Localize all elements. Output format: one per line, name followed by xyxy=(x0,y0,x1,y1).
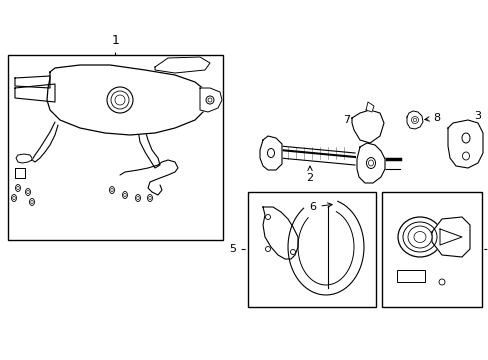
Polygon shape xyxy=(287,201,363,295)
Bar xyxy=(396,270,424,282)
Polygon shape xyxy=(439,229,461,245)
Polygon shape xyxy=(47,65,207,135)
Ellipse shape xyxy=(147,194,152,202)
Ellipse shape xyxy=(411,117,418,123)
Ellipse shape xyxy=(25,189,30,195)
Ellipse shape xyxy=(29,198,35,206)
Bar xyxy=(381,192,481,307)
Text: 3: 3 xyxy=(468,111,481,130)
Ellipse shape xyxy=(461,133,469,143)
Ellipse shape xyxy=(265,215,270,220)
Ellipse shape xyxy=(109,186,114,194)
Ellipse shape xyxy=(31,200,33,204)
Text: 2: 2 xyxy=(306,166,313,183)
Ellipse shape xyxy=(205,96,214,104)
Ellipse shape xyxy=(123,193,126,197)
Polygon shape xyxy=(260,136,282,170)
Text: 6: 6 xyxy=(309,202,331,212)
Ellipse shape xyxy=(27,190,29,194)
Polygon shape xyxy=(15,84,55,102)
Bar xyxy=(247,192,375,307)
Ellipse shape xyxy=(110,188,113,192)
Ellipse shape xyxy=(12,194,17,202)
Ellipse shape xyxy=(438,279,444,285)
Ellipse shape xyxy=(412,118,416,122)
Ellipse shape xyxy=(402,222,436,252)
Polygon shape xyxy=(365,102,373,112)
Ellipse shape xyxy=(397,217,441,257)
Ellipse shape xyxy=(111,91,129,109)
Ellipse shape xyxy=(115,95,125,105)
Polygon shape xyxy=(15,76,50,88)
Ellipse shape xyxy=(16,184,20,192)
Ellipse shape xyxy=(290,249,295,255)
Polygon shape xyxy=(155,57,209,73)
Ellipse shape xyxy=(265,247,270,252)
Ellipse shape xyxy=(368,160,373,166)
Polygon shape xyxy=(351,110,383,143)
Polygon shape xyxy=(356,143,384,183)
Ellipse shape xyxy=(135,194,140,202)
Ellipse shape xyxy=(17,186,19,190)
Ellipse shape xyxy=(122,192,127,198)
Ellipse shape xyxy=(107,87,133,113)
Ellipse shape xyxy=(413,231,425,243)
Text: 4: 4 xyxy=(484,244,488,255)
Text: 5: 5 xyxy=(229,244,244,255)
Polygon shape xyxy=(447,120,482,168)
Ellipse shape xyxy=(137,196,139,200)
Polygon shape xyxy=(15,168,25,178)
Polygon shape xyxy=(263,207,297,259)
Ellipse shape xyxy=(13,196,15,200)
Ellipse shape xyxy=(366,158,375,168)
Ellipse shape xyxy=(462,152,468,160)
Polygon shape xyxy=(16,154,32,163)
Ellipse shape xyxy=(207,98,212,102)
Text: 7: 7 xyxy=(343,115,360,126)
Polygon shape xyxy=(200,88,222,112)
Polygon shape xyxy=(431,217,469,257)
Ellipse shape xyxy=(407,226,431,248)
Bar xyxy=(8,55,223,240)
Ellipse shape xyxy=(267,148,274,158)
Polygon shape xyxy=(406,111,422,129)
Text: 8: 8 xyxy=(424,113,440,123)
Ellipse shape xyxy=(148,196,151,200)
Text: 1: 1 xyxy=(111,35,119,55)
